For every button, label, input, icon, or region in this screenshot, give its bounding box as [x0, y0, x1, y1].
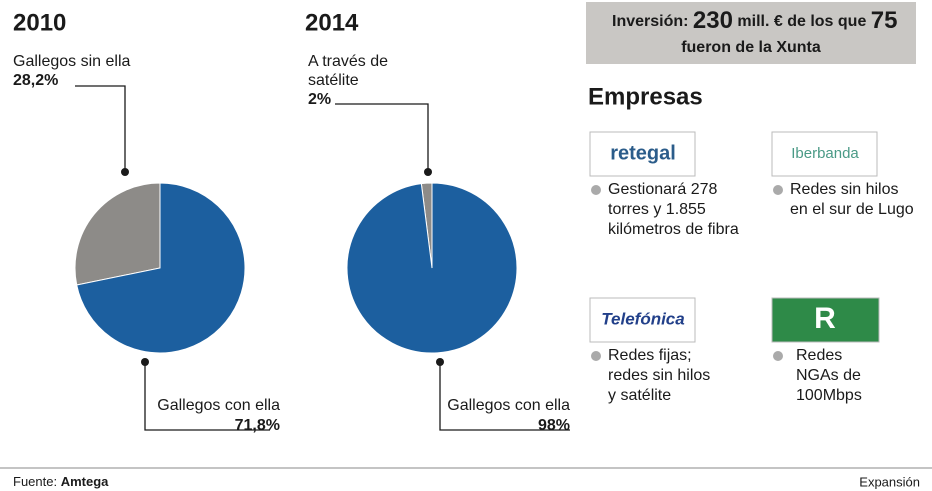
brand: Expansión [859, 474, 920, 489]
companies-title: Empresas [588, 83, 703, 110]
pie-slice [76, 182, 246, 354]
investment: Inversión: 230 mill. € de los que 75 [612, 7, 898, 34]
investment-suffix: fueron de la Xunta [681, 39, 821, 56]
logo-box [771, 297, 880, 343]
company-description: redes sin hilos [608, 367, 710, 384]
leader-line [439, 362, 570, 431]
company-description: Gestionará 278 [608, 181, 718, 198]
slice-label: Gallegos con ella [447, 397, 570, 414]
company-description: y satélite [608, 387, 671, 404]
logo: R [814, 302, 836, 335]
logo: retegal [610, 142, 676, 164]
slice-label: Gallegos con ella [157, 397, 280, 414]
investment-amount: 230 [693, 7, 733, 34]
logo: Iberbanda [791, 145, 859, 162]
investment-box [586, 2, 916, 64]
bullet [591, 185, 601, 195]
slice-value-label: 28,2% [13, 72, 59, 89]
slice-label: A través de satélite [308, 53, 389, 89]
slice-value-label: 2% [308, 91, 332, 108]
leader-dot [424, 168, 432, 176]
source: Amtega [61, 474, 109, 489]
bullet [773, 185, 783, 195]
company-description: torres y 1.855 [608, 201, 706, 218]
leader-line [335, 103, 429, 172]
company-description: Redes [796, 347, 842, 364]
logo-box [589, 297, 696, 343]
company-description: Redes fijas; [608, 347, 692, 364]
investment-middle: mill. € de los que [737, 13, 866, 30]
company-description: kilómetros de fibra [608, 221, 739, 238]
bullet [773, 351, 783, 361]
company-description: 100Mbps [796, 387, 862, 404]
slice-label: Gallegos sin ella [13, 53, 131, 70]
source-label: Fuente: [13, 474, 57, 489]
company-description: NGAs de [796, 367, 861, 384]
company-description: en el sur de Lugo [790, 201, 914, 218]
logo-box [589, 131, 696, 177]
investment-prefix: Inversión: [612, 13, 688, 30]
pie-slice [346, 182, 518, 354]
leader-dot [141, 358, 149, 366]
leader-dot [121, 168, 129, 176]
slice-value-label: 98% [537, 417, 570, 434]
logo: Telefónica [601, 309, 684, 328]
pie-slice [74, 182, 161, 286]
company-description: Redes sin hilos [790, 181, 899, 198]
logo-box [771, 131, 878, 177]
investment-amount2: 75 [871, 7, 898, 34]
leader-dot [436, 358, 444, 366]
svg-text:Fuente: Amtega: Fuente: Amtega [13, 474, 109, 489]
leader-line [75, 85, 126, 172]
chart-title: 2014 [305, 9, 359, 36]
leader-line [144, 362, 270, 431]
chart-title: 2010 [13, 9, 66, 36]
slice-value-label: 71,8% [234, 417, 280, 434]
bullet [591, 351, 601, 361]
